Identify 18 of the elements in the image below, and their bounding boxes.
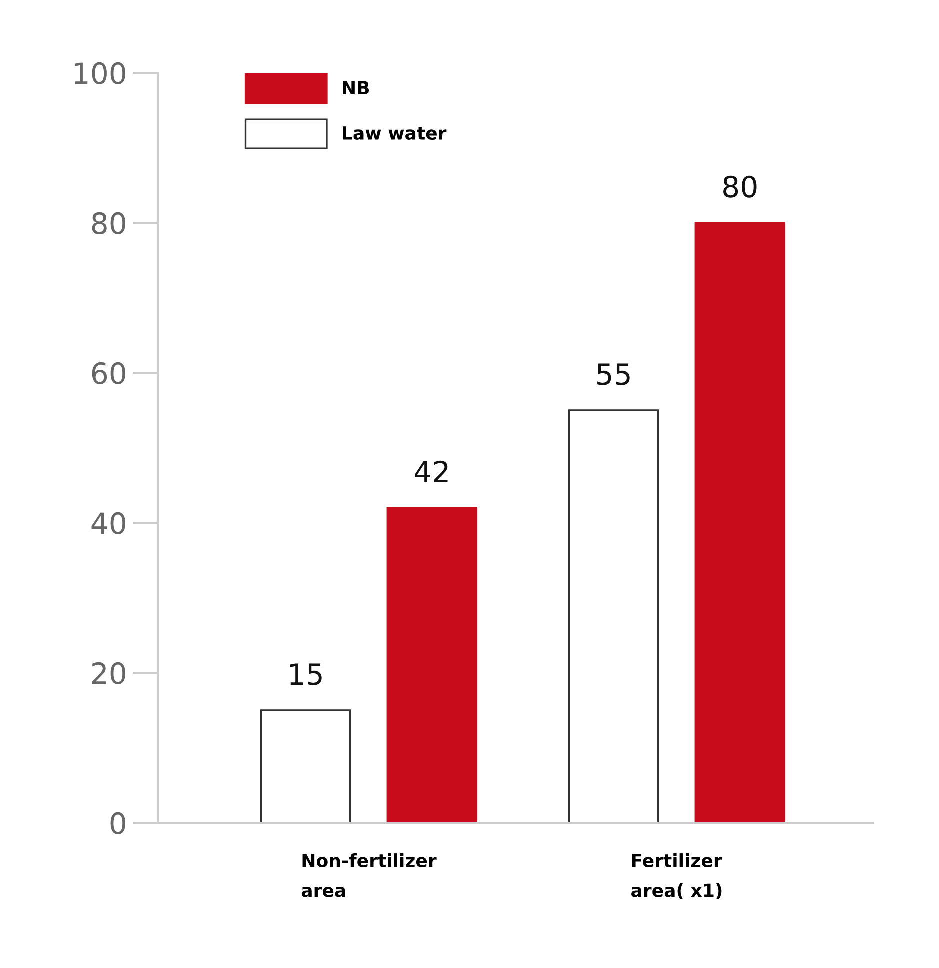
bar bbox=[694, 222, 786, 823]
data-label: 55 bbox=[598, 364, 630, 386]
x-tick-label: Fertilizer area( x1) bbox=[631, 854, 722, 900]
legend-label: Law water bbox=[343, 126, 447, 140]
data-label: 80 bbox=[724, 176, 757, 198]
data-label: 15 bbox=[290, 664, 322, 686]
y-tick-label: 60 bbox=[92, 362, 126, 384]
bar bbox=[386, 507, 478, 823]
data-label: 42 bbox=[414, 460, 448, 482]
x-tick-label: Non-fertilizer area bbox=[302, 854, 437, 898]
bar bbox=[568, 410, 660, 823]
y-tick-label: 0 bbox=[110, 812, 126, 834]
legend-label: NB bbox=[343, 81, 370, 94]
bar bbox=[260, 710, 352, 823]
y-tick-label: 20 bbox=[92, 662, 126, 684]
y-tick-label: 100 bbox=[74, 62, 126, 84]
y-tick-label: 40 bbox=[92, 512, 126, 534]
y-tick-label: 80 bbox=[92, 212, 126, 234]
